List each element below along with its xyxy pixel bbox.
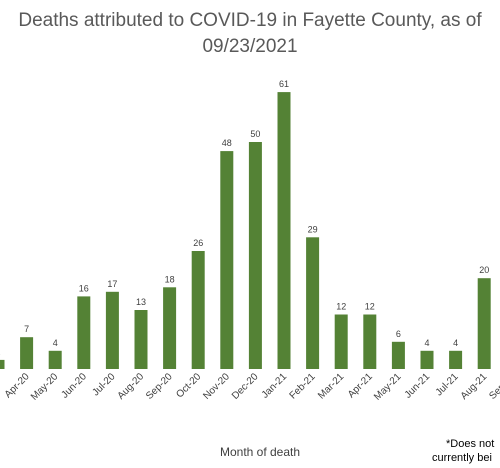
- bar-may-21: [391, 341, 405, 369]
- data-label-jan-21: 61: [279, 79, 289, 89]
- x-tick-label-feb-21: Feb-21: [288, 371, 318, 401]
- x-tick-label-sep-20: Sep-20: [144, 371, 175, 402]
- bar-apr-20: [20, 337, 34, 369]
- data-label-sep-20: 18: [165, 274, 175, 284]
- bar-aug-20: [134, 310, 148, 369]
- data-label-may-20: 4: [53, 338, 58, 348]
- x-tick-label-nov-20: Nov-20: [201, 371, 232, 402]
- data-label-jun-21: 4: [424, 338, 429, 348]
- bar-sep-20: [163, 287, 177, 369]
- x-tick-label-mar-20: Mar-20: [0, 371, 3, 401]
- chart-title-line2: 09/23/2021: [202, 36, 298, 57]
- x-tick-label-oct-20: Oct-20: [174, 371, 203, 400]
- data-label-apr-20: 7: [24, 324, 29, 334]
- x-tick-label-may-21: May-21: [372, 371, 404, 403]
- data-label-oct-20: 26: [193, 238, 203, 248]
- bar-jul-21: [449, 350, 463, 369]
- x-tick-label-apr-20: Apr-20: [3, 371, 32, 400]
- data-label-apr-21: 12: [365, 302, 375, 312]
- bar-aug-21: [477, 278, 491, 369]
- data-label-jun-20: 16: [79, 283, 89, 293]
- bar-oct-20: [191, 251, 205, 369]
- bar-mar-20: [0, 359, 5, 369]
- x-tick-label-jun-21: Jun-21: [403, 371, 433, 401]
- bar-apr-21: [363, 314, 377, 369]
- bar-jul-20: [105, 291, 119, 369]
- x-tick-label-sep-21: Sep-21: [487, 371, 500, 402]
- data-label-dec-20: 50: [250, 129, 260, 139]
- x-tick-label-aug-21: Aug-21: [459, 371, 490, 402]
- x-tick-label-dec-20: Dec-20: [230, 371, 261, 402]
- bar-nov-20: [220, 151, 234, 369]
- data-label-feb-21: 29: [308, 224, 318, 234]
- footnote-line1: *Does not: [446, 438, 495, 450]
- bar-mar-21: [334, 314, 348, 369]
- bar-jun-20: [77, 296, 91, 369]
- x-tick-label-jan-21: Jan-21: [260, 371, 290, 401]
- data-label-jul-20: 17: [107, 279, 117, 289]
- x-tick-label-aug-20: Aug-20: [116, 371, 147, 402]
- x-tick-label-jun-20: Jun-20: [60, 371, 90, 401]
- x-tick-label-jul-21: Jul-21: [434, 371, 461, 398]
- data-label-jul-21: 4: [453, 338, 458, 348]
- bar-dec-20: [248, 142, 262, 369]
- data-label-mar-21: 12: [336, 302, 346, 312]
- data-label-aug-20: 13: [136, 297, 146, 307]
- data-label-may-21: 6: [396, 329, 401, 339]
- bar-jun-21: [420, 350, 434, 369]
- x-axis-label: Month of death: [219, 445, 301, 459]
- chart-title-line1: Deaths attributed to COVID-19 in Fayette…: [18, 10, 482, 31]
- data-label-mar-20: 2: [0, 347, 1, 357]
- data-label-aug-21: 20: [479, 265, 489, 275]
- x-tick-label-jul-20: Jul-20: [90, 371, 117, 398]
- footnote-line2: currently bei: [432, 452, 492, 464]
- bar-may-20: [48, 350, 62, 369]
- x-tick-label-may-20: May-20: [29, 371, 61, 403]
- data-label-nov-20: 48: [222, 138, 232, 148]
- x-tick-label-mar-21: Mar-21: [316, 371, 346, 401]
- x-tick-label-apr-21: Apr-21: [346, 371, 375, 400]
- bar-feb-21: [306, 237, 320, 369]
- bar-jan-21: [277, 92, 291, 369]
